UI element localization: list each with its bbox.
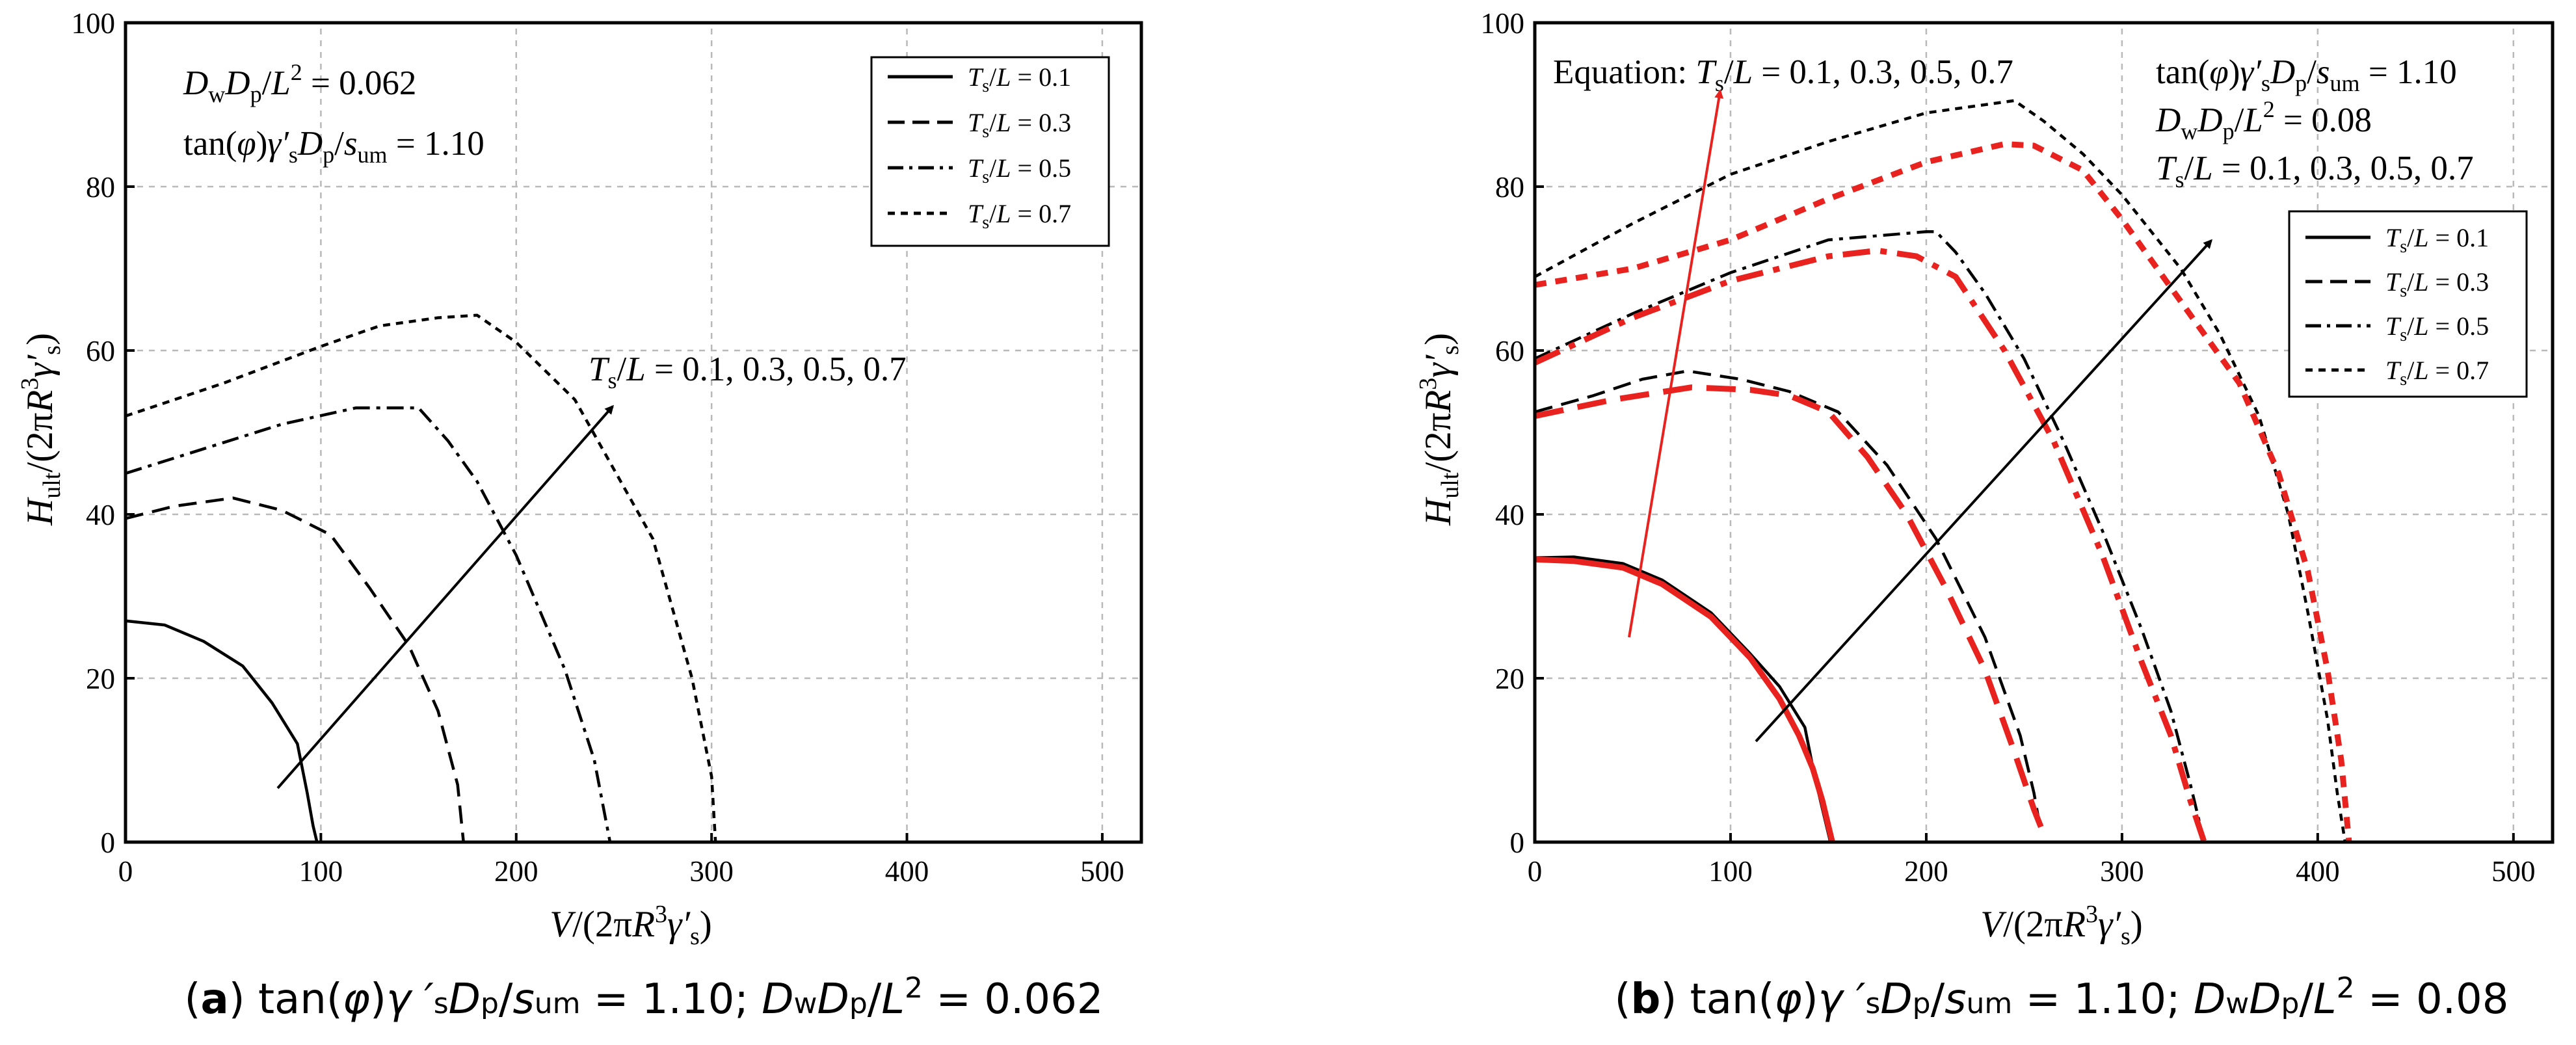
x-tick-label: 0 bbox=[1528, 855, 1543, 888]
series-group bbox=[125, 313, 717, 843]
series-line-dash bbox=[125, 496, 465, 843]
series-line-equation-short-dash bbox=[1534, 141, 2352, 843]
y-tick-label: 60 bbox=[86, 335, 115, 367]
series-line-equation-dash bbox=[1534, 384, 2047, 836]
plot-frame bbox=[124, 21, 1143, 844]
y-tick-label: 40 bbox=[1495, 499, 1524, 531]
legend-item-1: Ts/L = 0.1 bbox=[2385, 223, 2489, 257]
series-line-dash bbox=[1534, 369, 2041, 827]
panel-a: 0 100 200 300 400 500 0 20 40 60 80 100 DwDp/L2 = 0… bbox=[16, 7, 1143, 1024]
legend-box bbox=[870, 56, 1110, 247]
x-tick-label: 400 bbox=[885, 855, 929, 888]
x-tick-label: 200 bbox=[1904, 855, 1948, 888]
series-line-solid bbox=[125, 619, 319, 843]
x-axis-label: V/(2πR3γ′s) bbox=[1980, 901, 2142, 950]
param1-annotation: tan(φ)γ′sDp/sum = 1.10 bbox=[2156, 53, 2457, 96]
caption-a: (a) tan(φ)γ ′sDp/sum = 1.10; DwDp/L2 = 0… bbox=[184, 972, 1103, 1024]
equation-arrow bbox=[1628, 89, 1724, 638]
series-group bbox=[1534, 99, 2352, 843]
grid-lines bbox=[1535, 21, 2553, 842]
series-line-short-dash bbox=[1534, 99, 2347, 843]
x-tick-label: 500 bbox=[1080, 855, 1124, 888]
x-tick-label: 400 bbox=[2296, 855, 2340, 888]
legend: Ts/L = 0.1 Ts/L = 0.3 Ts/L = 0.5 Ts/L = … bbox=[870, 56, 1110, 247]
series-line-equation-solid bbox=[1534, 556, 1835, 843]
series-line-equation-dashdot bbox=[1534, 247, 2207, 843]
y-tick-label: 80 bbox=[1495, 171, 1524, 204]
plot-frame bbox=[1533, 21, 2555, 844]
caption-b: (b) tan(φ)γ ′sDp/sum = 1.10; DwDp/L2 = 0… bbox=[1615, 972, 2509, 1024]
x-tick-label: 100 bbox=[1708, 855, 1753, 888]
x-tick-label: 300 bbox=[2100, 855, 2144, 888]
y-tick-label: 0 bbox=[1510, 827, 1525, 859]
y-axis-label: Hult/(2πR3γ′s) bbox=[16, 333, 66, 526]
x-axis-label: V/(2πR3γ′s) bbox=[550, 901, 711, 950]
y-tick-label: 100 bbox=[72, 7, 116, 40]
legend-item-4: Ts/L = 0.7 bbox=[968, 199, 1071, 233]
x-tick-label: 100 bbox=[299, 855, 343, 888]
legend-box bbox=[2288, 210, 2528, 398]
y-tick-label: 0 bbox=[101, 827, 116, 859]
param3-annotation: Ts/L = 0.1, 0.3, 0.5, 0.7 bbox=[2156, 150, 2474, 192]
y-tick-label: 100 bbox=[1481, 7, 1525, 40]
equation-annotation: Equation: Ts/L = 0.1, 0.3, 0.5, 0.7 bbox=[1553, 53, 2013, 96]
x-tick-label: 500 bbox=[2491, 855, 2536, 888]
param2-annotation: tan(φ)γ′sDp/sum = 1.10 bbox=[183, 125, 485, 168]
series-line-dashdot bbox=[1534, 230, 2202, 827]
legend: Ts/L = 0.1 Ts/L = 0.3 Ts/L = 0.5 Ts/L = … bbox=[2288, 210, 2528, 398]
chart-a: 0 100 200 300 400 500 0 20 40 60 80 100 DwDp/L2 = 0… bbox=[16, 7, 1143, 1024]
y-axis-label: Hult/(2πR3γ′s) bbox=[1414, 333, 1464, 526]
param2-annotation: DwDp/L2 = 0.08 bbox=[2155, 96, 2372, 144]
y-tick-label: 60 bbox=[1495, 335, 1524, 367]
legend-item-4: Ts/L = 0.7 bbox=[2385, 356, 2489, 390]
series-line-short-dash bbox=[125, 313, 717, 843]
legend-item-1: Ts/L = 0.1 bbox=[968, 62, 1071, 96]
trend-arrow bbox=[276, 404, 614, 789]
legend-item-3: Ts/L = 0.5 bbox=[2385, 311, 2489, 345]
y-tick-label: 20 bbox=[1495, 663, 1524, 695]
x-tick-label: 300 bbox=[689, 855, 734, 888]
legend-item-3: Ts/L = 0.5 bbox=[968, 153, 1071, 187]
y-tick-label: 40 bbox=[86, 499, 115, 531]
x-tick-label: 200 bbox=[494, 855, 538, 888]
param1-annotation: DwDp/L2 = 0.062 bbox=[183, 59, 416, 107]
chart-b: 0 100 200 300 400 500 0 20 40 60 80 100 Equation: T… bbox=[1414, 7, 2555, 1024]
axis-ticks: 0 100 200 300 400 500 0 20 40 60 80 100 bbox=[1481, 7, 2536, 888]
panel-b: 0 100 200 300 400 500 0 20 40 60 80 100 Equation: T… bbox=[1288, 0, 2576, 1045]
legend-item-2: Ts/L = 0.3 bbox=[2385, 267, 2489, 301]
y-tick-label: 80 bbox=[86, 171, 115, 204]
series-line-dashdot bbox=[125, 406, 612, 843]
y-tick-label: 20 bbox=[86, 663, 115, 695]
x-tick-label: 0 bbox=[118, 855, 133, 888]
legend-item-2: Ts/L = 0.3 bbox=[968, 108, 1071, 142]
arrow-label: Ts/L = 0.1, 0.3, 0.5, 0.7 bbox=[589, 351, 907, 393]
trend-arrow bbox=[1755, 239, 2213, 743]
axis-ticks: 0 100 200 300 400 500 0 20 40 60 80 100 bbox=[72, 7, 1124, 888]
